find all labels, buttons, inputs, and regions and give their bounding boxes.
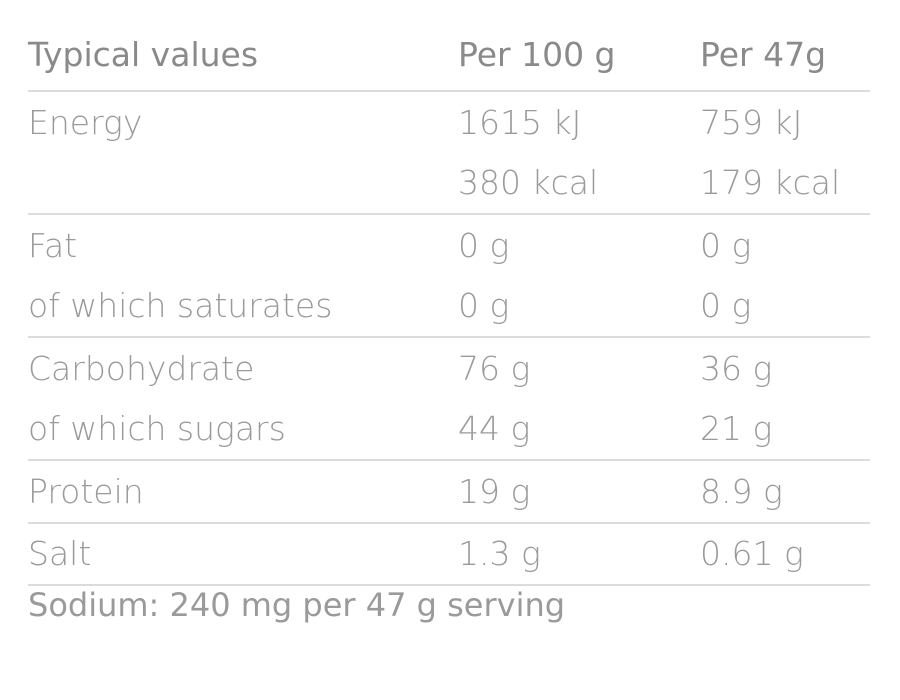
table-row: 380 kcal 179 kcal <box>28 153 870 214</box>
per-serving-value: 21 g <box>700 409 773 449</box>
nutrient-group: Energy 1615 kJ 759 kJ 380 kcal 179 kcal <box>28 92 870 215</box>
header-per-100g: Per 100 g <box>458 34 616 74</box>
per-100g-value: 1.3 g <box>458 534 541 574</box>
per-serving-value: 0 g <box>700 286 752 326</box>
table-body: Energy 1615 kJ 759 kJ 380 kcal 179 kcal Fat 0 … <box>28 92 870 586</box>
nutrient-label: Fat <box>28 225 78 265</box>
per-serving-value: 0.61 g <box>700 534 804 574</box>
table-row: of which sugars 44 g 21 g <box>28 399 870 460</box>
per-100g-value: 0 g <box>458 225 510 265</box>
per-100g-value: 1615 kJ <box>458 102 582 142</box>
table-row: Salt 1.3 g 0.61 g <box>28 524 870 585</box>
nutrient-group: Protein 19 g 8.9 g <box>28 461 870 524</box>
per-100g-value: 19 g <box>458 471 531 511</box>
per-serving-value: 8.9 g <box>700 471 783 511</box>
header-typical-values: Typical values <box>28 34 259 74</box>
table-header: Typical values Per 100 g Per 47g <box>28 18 870 92</box>
per-serving-value: 179 kcal <box>700 163 841 203</box>
nutrient-label: of which saturates <box>28 286 333 326</box>
nutrient-label: Carbohydrate <box>28 348 255 388</box>
per-serving-value: 0 g <box>700 225 752 265</box>
header-per-serving: Per 47g <box>700 34 827 74</box>
nutrient-group: Fat 0 g 0 g of which saturates 0 g 0 g <box>28 215 870 338</box>
table-row: of which saturates 0 g 0 g <box>28 276 870 337</box>
per-100g-value: 0 g <box>458 286 510 326</box>
per-100g-value: 380 kcal <box>458 163 599 203</box>
nutrient-label: Salt <box>28 534 92 574</box>
sodium-footnote: Sodium: 240 mg per 47 g serving <box>28 586 566 624</box>
nutrient-label: Protein <box>28 471 144 511</box>
table-row: Energy 1615 kJ 759 kJ <box>28 92 870 153</box>
nutrient-group: Carbohydrate 76 g 36 g of which sugars 44 g 2… <box>28 338 870 461</box>
per-serving-value: 36 g <box>700 348 773 388</box>
nutrition-table: Typical values Per 100 g Per 47g Energy 1… <box>28 18 870 586</box>
nutrient-label: of which sugars <box>28 409 286 449</box>
per-serving-value: 759 kJ <box>700 102 803 142</box>
nutrient-group: Salt 1.3 g 0.61 g <box>28 524 870 586</box>
table-row: Carbohydrate 76 g 36 g <box>28 338 870 399</box>
nutrient-label: Energy <box>28 102 143 142</box>
table-row: Protein 19 g 8.9 g <box>28 461 870 522</box>
per-100g-value: 44 g <box>458 409 531 449</box>
per-100g-value: 76 g <box>458 348 531 388</box>
table-row: Fat 0 g 0 g <box>28 215 870 276</box>
